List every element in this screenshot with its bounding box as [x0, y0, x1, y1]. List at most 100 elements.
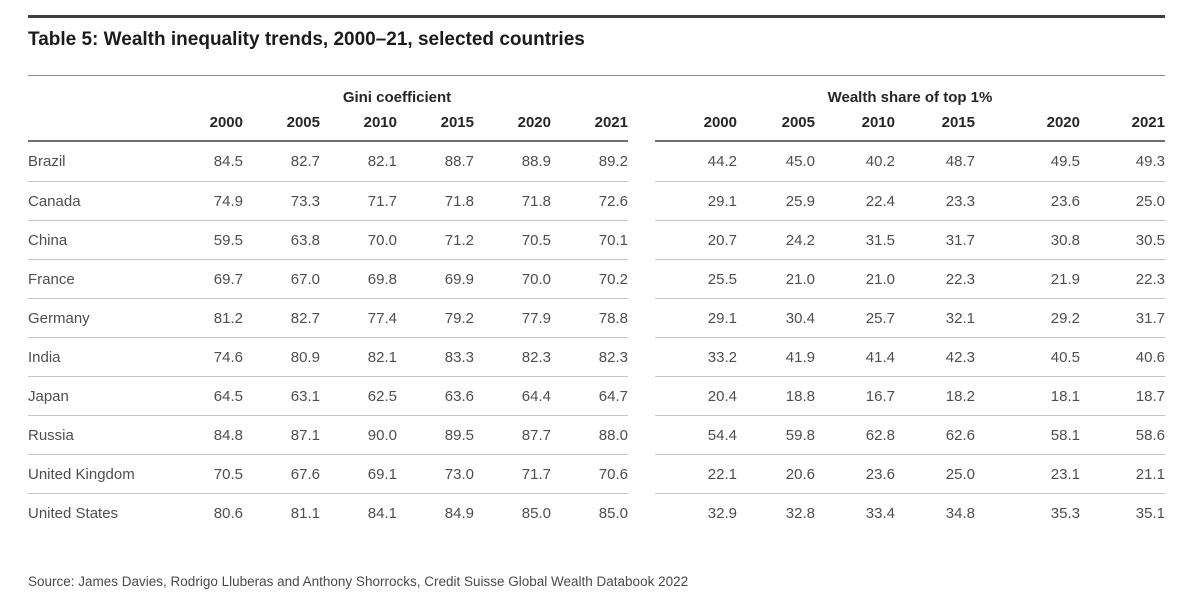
wealth-share-value-cell: 58.6 [1135, 427, 1165, 444]
wealth-share-value-cell: 29.1 [707, 310, 737, 327]
table-row: Germany 81.2 82.7 77.4 79.2 77.9 78.8 29.1 30.4 2… [28, 298, 1165, 337]
gini-value-cell: 70.5 [213, 466, 243, 483]
wealth-share-value-cell: 23.3 [945, 193, 975, 210]
wealth-share-value-cell: 34.8 [945, 505, 975, 522]
country-cell: United States [28, 505, 119, 522]
column-group-gap [628, 76, 655, 106]
column-group-gap [628, 415, 655, 454]
wealth-share-value-cell: 29.2 [1050, 310, 1080, 327]
country-cell: Canada [28, 193, 81, 210]
gini-value-cell: 64.5 [213, 388, 243, 405]
gini-value-cell: 69.8 [367, 271, 397, 288]
column-header-year: 2015 [941, 114, 975, 131]
wealth-share-value-cell: 18.2 [945, 388, 975, 405]
table-row: United States 80.6 81.1 84.1 84.9 85.0 85.0 32.… [28, 493, 1165, 532]
column-group-gap [628, 298, 655, 337]
column-header-year: 2020 [1046, 114, 1080, 131]
wealth-share-value-cell: 58.1 [1050, 427, 1080, 444]
gini-value-cell: 64.7 [598, 388, 628, 405]
wealth-share-value-cell: 30.4 [785, 310, 815, 327]
wealth-share-value-cell: 24.2 [785, 232, 815, 249]
wealth-share-value-cell: 25.9 [785, 193, 815, 210]
column-group-gap [628, 181, 655, 220]
table-title: Table 5: Wealth inequality trends, 2000–… [28, 29, 585, 50]
column-header-year: 2000 [209, 114, 243, 131]
wealth-share-value-cell: 23.1 [1050, 466, 1080, 483]
gini-value-cell: 88.7 [444, 153, 474, 170]
column-header-year: 2021 [1131, 114, 1165, 131]
wealth-share-value-cell: 25.5 [707, 271, 737, 288]
country-cell: Russia [28, 427, 74, 444]
top-rule [28, 15, 1165, 18]
wealth-share-value-cell: 35.3 [1050, 505, 1080, 522]
gini-value-cell: 81.1 [290, 505, 320, 522]
wealth-share-value-cell: 30.5 [1135, 232, 1165, 249]
gini-value-cell: 87.7 [521, 427, 551, 444]
wealth-share-value-cell: 32.8 [785, 505, 815, 522]
country-cell: China [28, 232, 68, 249]
source-note: Source: James Davies, Rodrigo Lluberas a… [28, 574, 689, 589]
wealth-share-value-cell: 31.7 [945, 232, 975, 249]
gini-value-cell: 59.5 [213, 232, 243, 249]
gini-value-cell: 70.5 [521, 232, 551, 249]
country-cell: France [28, 271, 75, 288]
wealth-share-value-cell: 33.2 [707, 349, 737, 366]
wealth-share-value-cell: 49.5 [1050, 153, 1080, 170]
wealth-share-value-cell: 59.8 [785, 427, 815, 444]
wealth-share-value-cell: 32.1 [945, 310, 975, 327]
wealth-share-value-cell: 54.4 [707, 427, 737, 444]
gini-value-cell: 89.2 [598, 153, 628, 170]
gini-value-cell: 74.9 [213, 193, 243, 210]
gini-value-cell: 80.6 [213, 505, 243, 522]
wealth-share-value-cell: 20.7 [707, 232, 737, 249]
gini-value-cell: 71.8 [521, 193, 551, 210]
wealth-share-value-cell: 41.4 [865, 349, 895, 366]
gini-value-cell: 79.2 [444, 310, 474, 327]
column-header-year: 2015 [440, 114, 474, 131]
gini-value-cell: 71.8 [444, 193, 474, 210]
wealth-share-value-cell: 21.9 [1050, 271, 1080, 288]
gini-value-cell: 82.1 [367, 153, 397, 170]
gini-value-cell: 77.9 [521, 310, 551, 327]
wealth-share-value-cell: 62.8 [865, 427, 895, 444]
wealth-share-value-cell: 25.7 [865, 310, 895, 327]
gini-value-cell: 71.7 [367, 193, 397, 210]
wealth-share-value-cell: 18.1 [1050, 388, 1080, 405]
country-cell: Germany [28, 310, 90, 327]
gini-value-cell: 70.6 [598, 466, 628, 483]
column-group-gap [628, 493, 655, 532]
wealth-share-value-cell: 22.3 [1135, 271, 1165, 288]
country-cell: India [28, 349, 61, 366]
gini-value-cell: 63.8 [290, 232, 320, 249]
wealth-share-value-cell: 16.7 [865, 388, 895, 405]
gini-value-cell: 69.9 [444, 271, 474, 288]
table-row: China 59.5 63.8 70.0 71.2 70.5 70.1 20.7 24.2 31.… [28, 220, 1165, 259]
column-group-gap [628, 259, 655, 298]
column-header-year: 2010 [861, 114, 895, 131]
column-group-gap [628, 106, 655, 142]
gini-value-cell: 84.5 [213, 153, 243, 170]
country-cell: United Kingdom [28, 466, 135, 483]
wealth-share-value-cell: 22.3 [945, 271, 975, 288]
table-row: Brazil 84.5 82.7 82.1 88.7 88.9 89.2 44.2 45.0 40… [28, 142, 1165, 181]
wealth-share-value-cell: 40.2 [865, 153, 895, 170]
year-header-row: 2000 2005 2010 2015 2020 2021 2000 2005 2010 201… [28, 106, 1165, 142]
gini-value-cell: 82.3 [598, 349, 628, 366]
gini-value-cell: 77.4 [367, 310, 397, 327]
gini-value-cell: 85.0 [521, 505, 551, 522]
gini-value-cell: 72.6 [598, 193, 628, 210]
country-cell: Brazil [28, 153, 66, 170]
gini-value-cell: 85.0 [598, 505, 628, 522]
group-header-wealth-share-top1: Wealth share of top 1% [827, 89, 993, 106]
table-row: Canada 74.9 73.3 71.7 71.8 71.8 72.6 29.1 25.9 22… [28, 181, 1165, 220]
wealth-share-value-cell: 42.3 [945, 349, 975, 366]
gini-value-cell: 69.1 [367, 466, 397, 483]
column-header-year: 2020 [517, 114, 551, 131]
wealth-share-value-cell: 49.3 [1135, 153, 1165, 170]
wealth-share-value-cell: 40.6 [1135, 349, 1165, 366]
column-header-year: 2005 [286, 114, 320, 131]
column-header-year: 2000 [703, 114, 737, 131]
wealth-share-value-cell: 29.1 [707, 193, 737, 210]
table-row: Russia 84.8 87.1 90.0 89.5 87.7 88.0 54.4 59.8 62… [28, 415, 1165, 454]
